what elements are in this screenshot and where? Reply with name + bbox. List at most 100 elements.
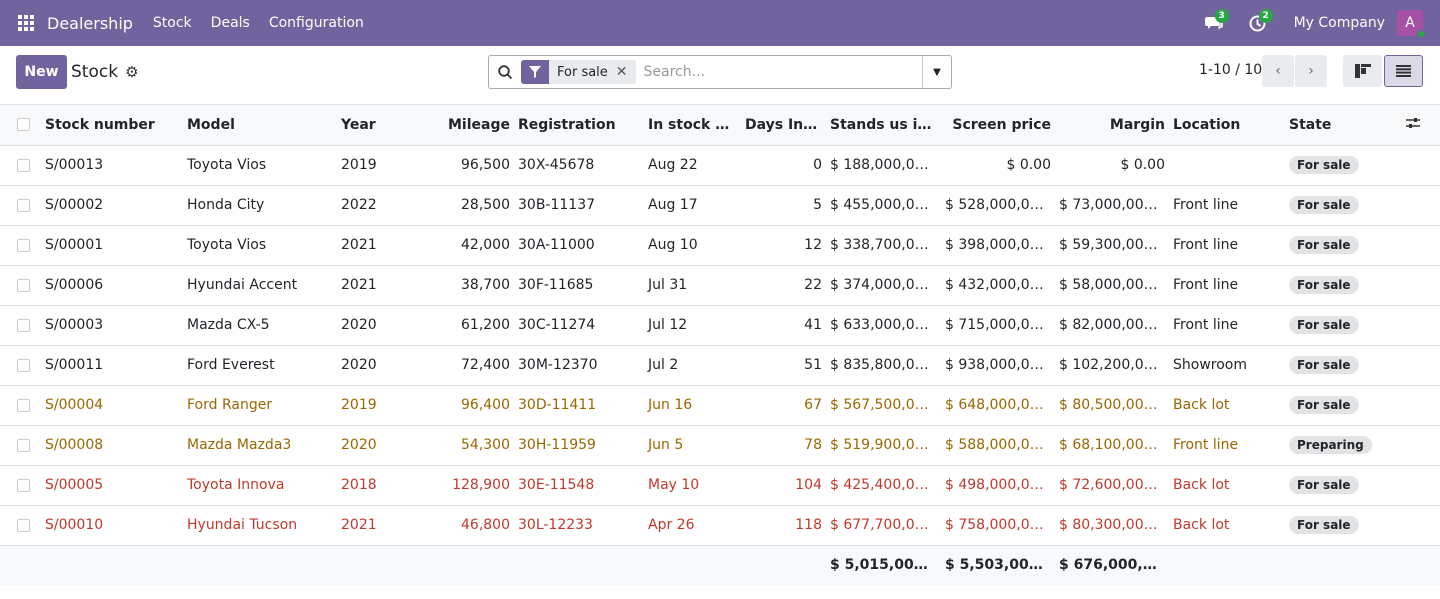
cell-state[interactable]: For sale: [1285, 265, 1402, 306]
cell-location[interactable]: Back lot: [1169, 465, 1285, 506]
cell-in-stock-since[interactable]: Jul 31: [644, 265, 741, 306]
row-checkbox[interactable]: [0, 385, 41, 426]
table-row[interactable]: S/00011 Ford Everest 2020 72,400 30M-12370 Ju…: [0, 345, 1440, 386]
cell-stock-number[interactable]: S/00001: [41, 225, 183, 266]
cell-days-in-stock[interactable]: 41: [741, 305, 826, 346]
cell-model[interactable]: Hyundai Accent: [183, 265, 337, 306]
cell-registration[interactable]: 30B-11137: [514, 185, 644, 226]
cell-registration[interactable]: 30M-12370: [514, 345, 644, 386]
cell-mileage[interactable]: 128,900: [409, 465, 514, 506]
table-row[interactable]: S/00013 Toyota Vios 2019 96,500 30X-45678 Aug…: [0, 145, 1440, 186]
cell-margin[interactable]: $ 0.00: [1055, 145, 1169, 186]
cell-year[interactable]: 2022: [337, 185, 409, 226]
cell-days-in-stock[interactable]: 67: [741, 385, 826, 426]
app-menu-icon[interactable]: [0, 0, 52, 46]
cell-screen-price[interactable]: $ 758,000,000.00: [941, 505, 1055, 546]
cell-registration[interactable]: 30X-45678: [514, 145, 644, 186]
cell-stands-us-in-at[interactable]: $ 455,000,000.00: [826, 185, 941, 226]
cell-location[interactable]: [1169, 145, 1285, 186]
cell-model[interactable]: Toyota Vios: [183, 145, 337, 186]
cell-location[interactable]: Back lot: [1169, 505, 1285, 546]
cell-mileage[interactable]: 72,400: [409, 345, 514, 386]
cell-state[interactable]: For sale: [1285, 465, 1402, 506]
cell-stands-us-in-at[interactable]: $ 338,700,000.00: [826, 225, 941, 266]
cell-in-stock-since[interactable]: Jul 2: [644, 345, 741, 386]
cell-stands-us-in-at[interactable]: $ 677,700,000.00: [826, 505, 941, 546]
cell-model[interactable]: Toyota Innova: [183, 465, 337, 506]
cell-screen-price[interactable]: $ 588,000,000.00: [941, 425, 1055, 466]
cell-margin[interactable]: $ 73,000,000.00: [1055, 185, 1169, 226]
column-header[interactable]: Stands us in at: [826, 105, 941, 146]
cell-stands-us-in-at[interactable]: $ 188,000,000.00: [826, 145, 941, 186]
cell-in-stock-since[interactable]: Apr 26: [644, 505, 741, 546]
column-header[interactable]: Margin: [1055, 105, 1169, 146]
company-switcher[interactable]: My Company: [1293, 15, 1385, 31]
cell-stock-number[interactable]: S/00004: [41, 385, 183, 426]
cell-stock-number[interactable]: S/00011: [41, 345, 183, 386]
cell-model[interactable]: Mazda Mazda3: [183, 425, 337, 466]
cell-stock-number[interactable]: S/00008: [41, 425, 183, 466]
cell-margin[interactable]: $ 58,000,000.00: [1055, 265, 1169, 306]
cell-in-stock-since[interactable]: Jun 16: [644, 385, 741, 426]
table-row[interactable]: S/00003 Mazda CX-5 2020 61,200 30C-11274 Jul …: [0, 305, 1440, 346]
cell-year[interactable]: 2019: [337, 385, 409, 426]
cell-stands-us-in-at[interactable]: $ 519,900,000.00: [826, 425, 941, 466]
cell-screen-price[interactable]: $ 938,000,000.00: [941, 345, 1055, 386]
pager-value[interactable]: 1-10 / 10: [1199, 62, 1263, 78]
column-header[interactable]: Location: [1169, 105, 1285, 146]
column-header[interactable]: Days In ...: [741, 105, 826, 146]
cell-days-in-stock[interactable]: 118: [741, 505, 826, 546]
cell-in-stock-since[interactable]: Aug 10: [644, 225, 741, 266]
cell-registration[interactable]: 30A-11000: [514, 225, 644, 266]
cell-stock-number[interactable]: S/00002: [41, 185, 183, 226]
cell-state[interactable]: For sale: [1285, 305, 1402, 346]
cell-location[interactable]: Showroom: [1169, 345, 1285, 386]
select-all-checkbox[interactable]: [0, 105, 41, 146]
column-header[interactable]: In stock since: [644, 105, 741, 146]
cell-screen-price[interactable]: $ 528,000,000.00: [941, 185, 1055, 226]
cell-state[interactable]: Preparing: [1285, 425, 1402, 466]
pager-next-button[interactable]: ›: [1295, 55, 1327, 87]
row-checkbox[interactable]: [0, 225, 41, 266]
cell-screen-price[interactable]: $ 398,000,000.00: [941, 225, 1055, 266]
row-checkbox[interactable]: [0, 145, 41, 186]
cell-mileage[interactable]: 54,300: [409, 425, 514, 466]
cell-year[interactable]: 2021: [337, 505, 409, 546]
cell-year[interactable]: 2020: [337, 425, 409, 466]
row-checkbox[interactable]: [0, 505, 41, 546]
cell-in-stock-since[interactable]: Jul 12: [644, 305, 741, 346]
cell-days-in-stock[interactable]: 0: [741, 145, 826, 186]
cell-screen-price[interactable]: $ 715,000,000.00: [941, 305, 1055, 346]
cell-stock-number[interactable]: S/00005: [41, 465, 183, 506]
cell-model[interactable]: Ford Everest: [183, 345, 337, 386]
messages-button[interactable]: 3: [1192, 0, 1236, 46]
cell-state[interactable]: For sale: [1285, 225, 1402, 266]
cell-location[interactable]: Front line: [1169, 305, 1285, 346]
row-checkbox[interactable]: [0, 465, 41, 506]
cell-days-in-stock[interactable]: 22: [741, 265, 826, 306]
cell-in-stock-since[interactable]: Aug 22: [644, 145, 741, 186]
cell-stock-number[interactable]: S/00010: [41, 505, 183, 546]
cell-registration[interactable]: 30C-11274: [514, 305, 644, 346]
cell-margin[interactable]: $ 59,300,000.00: [1055, 225, 1169, 266]
cell-stock-number[interactable]: S/00013: [41, 145, 183, 186]
cell-year[interactable]: 2021: [337, 225, 409, 266]
cell-registration[interactable]: 30F-11685: [514, 265, 644, 306]
cell-screen-price[interactable]: $ 498,000,000.00: [941, 465, 1055, 506]
cell-year[interactable]: 2021: [337, 265, 409, 306]
cell-days-in-stock[interactable]: 5: [741, 185, 826, 226]
menu-configuration[interactable]: Configuration: [268, 15, 364, 31]
column-header[interactable]: Registration: [514, 105, 644, 146]
table-row[interactable]: S/00004 Ford Ranger 2019 96,400 30D-11411 Jun…: [0, 385, 1440, 426]
cell-mileage[interactable]: 38,700: [409, 265, 514, 306]
cell-year[interactable]: 2018: [337, 465, 409, 506]
cell-mileage[interactable]: 96,400: [409, 385, 514, 426]
new-button[interactable]: New: [16, 55, 67, 89]
column-header[interactable]: Year: [337, 105, 409, 146]
gear-icon[interactable]: ⚙: [125, 63, 139, 81]
cell-model[interactable]: Hyundai Tucson: [183, 505, 337, 546]
row-checkbox[interactable]: [0, 425, 41, 466]
cell-stands-us-in-at[interactable]: $ 567,500,000.00: [826, 385, 941, 426]
column-header[interactable]: State: [1285, 105, 1402, 146]
cell-stands-us-in-at[interactable]: $ 374,000,000.00: [826, 265, 941, 306]
